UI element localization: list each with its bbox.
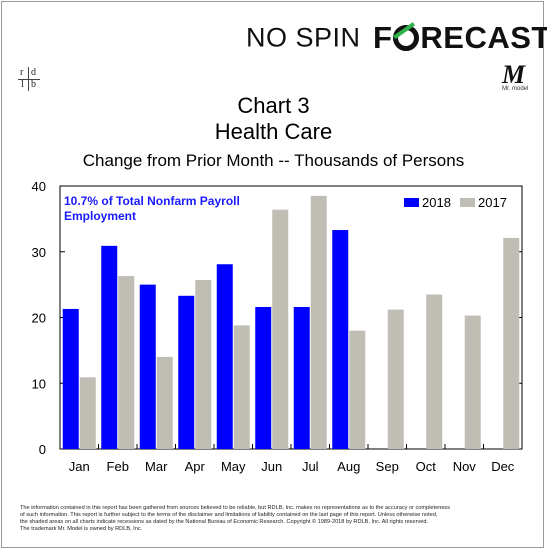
rdlb-logo: r d l b <box>14 67 44 91</box>
x-tick-label: Aug <box>337 459 360 474</box>
mr-model-logo: M Mr. model <box>502 60 529 92</box>
y-tick-label: 40 <box>32 179 46 194</box>
x-tick-label: Nov <box>453 459 477 474</box>
bar-2018-mar <box>139 284 156 449</box>
x-tick-label: Dec <box>491 459 515 474</box>
bar-2018-jun <box>255 306 272 449</box>
bar-2017-jan <box>79 377 96 449</box>
bar-2017-oct <box>426 294 443 449</box>
bar-2018-jul <box>293 306 310 449</box>
bar-2017-may <box>233 325 250 449</box>
brand-logo: NO SPIN F RECAST <box>246 20 547 56</box>
bar-2018-aug <box>332 230 349 449</box>
chart-annotation: 10.7% of Total Nonfarm Payroll <box>64 194 240 208</box>
bar-2018-jan <box>62 308 79 449</box>
disclaimer-line: the shaded areas on all charts indicate … <box>20 519 429 525</box>
x-tick-label: Apr <box>185 459 206 474</box>
disclaimer: The information contained in this report… <box>20 505 532 533</box>
bar-2018-may <box>216 264 233 449</box>
y-tick-label: 10 <box>32 376 46 391</box>
x-tick-label: Jul <box>302 459 319 474</box>
chart-title: Chart 3 <box>237 93 310 118</box>
disclaimer-line: The information contained in this report… <box>20 505 451 511</box>
x-tick-label: Feb <box>107 459 129 474</box>
legend-label-2018: 2018 <box>422 195 451 210</box>
bar-2018-feb <box>101 245 118 449</box>
chart-subtitle: Health Care <box>214 119 333 144</box>
bar-2017-jun <box>272 209 289 449</box>
bar-2017-mar <box>156 356 173 449</box>
bar-2018-apr <box>178 295 195 449</box>
chart-annotation: Employment <box>64 209 136 223</box>
bar-2017-dec <box>503 237 520 449</box>
x-tick-label: Jan <box>69 459 90 474</box>
brand-forecast: F RECAST <box>372 20 547 55</box>
y-tick-label: 30 <box>32 245 46 260</box>
brand-nospin: NO SPIN <box>246 22 361 53</box>
bar-2017-feb <box>118 276 135 449</box>
legend-swatch-2017 <box>460 198 475 207</box>
x-tick-label: Sep <box>376 459 399 474</box>
forecast-arrow-icon <box>393 22 420 51</box>
legend-label-2017: 2017 <box>478 195 507 210</box>
disclaimer-line: of such information. This report is furt… <box>20 512 438 518</box>
y-tick-label: 20 <box>32 311 46 326</box>
x-tick-label: May <box>221 459 246 474</box>
legend-swatch-2018 <box>404 198 419 207</box>
x-tick-label: Oct <box>416 459 437 474</box>
bar-chart: 0 10 20 30 40 Jan Feb Mar Apr May Jun Jul Aug Sep Oct N… <box>32 179 523 474</box>
bar-2017-jul <box>310 195 327 449</box>
bar-2017-nov <box>464 315 481 449</box>
y-tick-label: 0 <box>39 442 46 457</box>
bar-2017-aug <box>349 330 366 449</box>
disclaimer-line: The trademark Mr. Model is owned by RDLB… <box>20 526 143 532</box>
bar-2017-apr <box>195 280 212 449</box>
x-tick-label: Jun <box>261 459 282 474</box>
chart-caption: Change from Prior Month -- Thousands of … <box>82 151 465 170</box>
bar-2017-sep <box>387 309 404 449</box>
x-tick-label: Mar <box>145 459 168 474</box>
